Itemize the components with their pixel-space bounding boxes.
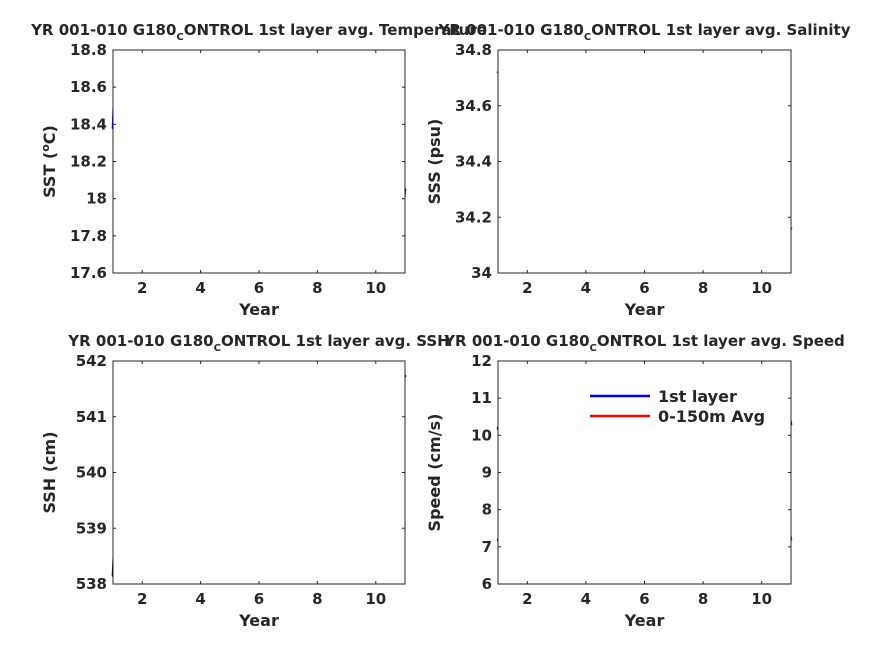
chart-title: YR 001-010 G180CONTROL 1st layer avg. Sa…	[438, 21, 851, 43]
chart-title-main: YR 001-010 G180	[438, 21, 584, 39]
x-tick-label: 2	[522, 279, 532, 297]
x-tick-label: 6	[639, 590, 649, 608]
y-tick-label: 18	[86, 190, 107, 208]
x-tick-label: 4	[195, 590, 205, 608]
x-tick-label: 4	[581, 590, 591, 608]
y-axis-label: SSS (psu)	[425, 119, 444, 205]
x-tick-label: 10	[751, 590, 772, 608]
legend-label: 1st layer	[658, 387, 737, 406]
x-tick-label: 8	[698, 590, 708, 608]
x-tick-label: 6	[639, 279, 649, 297]
y-axis-label-unit: C)	[40, 125, 59, 144]
y-tick-label: 34.6	[455, 97, 492, 115]
chart-title-subscript: C	[176, 32, 183, 43]
chart-title-rest: ONTROL 1st layer avg. Temperature	[184, 21, 487, 39]
axes-frame	[112, 360, 406, 585]
chart-title: YR 001-010 G180CONTROL 1st layer avg. SS…	[67, 332, 449, 354]
y-tick-label: 6	[482, 575, 492, 593]
y-tick-label: 539	[76, 519, 107, 537]
chart-title-main: YR 001-010 G180	[67, 332, 213, 350]
y-tick-label: 18.2	[70, 153, 107, 171]
chart-title-rest: ONTROL 1st layer avg. SSH	[221, 332, 450, 350]
x-tick-label: 4	[195, 279, 205, 297]
y-tick-label: 538	[76, 575, 107, 593]
axes-frame	[497, 49, 792, 274]
x-axis-label: Year	[624, 611, 665, 630]
y-tick-label: 34.2	[455, 208, 492, 226]
chart-panel-4: 2 4 6 8 10 6 7 8 9 10 11 12 Year Speed (cm/s) YR 001-0…	[425, 332, 845, 630]
y-axis-label-text: SST (	[40, 152, 59, 198]
chart-panel-3: 2 4 6 8 10 538 539 540 541 542 Year SSH (cm) YR 001-…	[40, 332, 450, 630]
y-tick-label: 541	[76, 408, 107, 426]
y-tick-label: 540	[76, 464, 107, 482]
y-tick-label: 12	[471, 352, 492, 370]
y-tick-label: 542	[76, 352, 107, 370]
x-tick-label: 2	[137, 590, 147, 608]
y-tick-label: 11	[471, 389, 492, 407]
axes-frame	[497, 360, 792, 585]
x-tick-label: 4	[581, 279, 591, 297]
y-tick-label: 9	[482, 464, 492, 482]
x-tick-label: 8	[312, 590, 322, 608]
y-tick-label: 10	[471, 426, 492, 444]
x-tick-label: 10	[365, 279, 386, 297]
y-tick-label: 8	[482, 501, 492, 519]
y-tick-label: 18.6	[70, 78, 107, 96]
x-tick-label: 6	[254, 590, 264, 608]
y-tick-label: 34.4	[455, 153, 492, 171]
x-tick-label: 8	[312, 279, 322, 297]
axes-frame	[112, 49, 406, 274]
y-tick-label: 7	[482, 538, 492, 556]
y-tick-label: 17.6	[70, 264, 107, 282]
chart-title: YR 001-010 G180CONTROL 1st layer avg. Te…	[30, 21, 487, 43]
y-tick-label: 34.8	[455, 41, 492, 59]
y-tick-label: 18.4	[70, 115, 107, 133]
y-axis-label: SSH (cm)	[40, 431, 59, 513]
chart-panel-2: 2 4 6 8 10 34 34.2 34.4 34.6 34.8 Year SSS (psu) YR …	[425, 21, 851, 319]
y-axis-label-text: SSS (psu)	[425, 119, 444, 205]
x-axis-label: Year	[624, 300, 665, 319]
x-tick-label: 10	[365, 590, 386, 608]
x-axis-label: Year	[238, 611, 279, 630]
x-tick-label: 10	[751, 279, 772, 297]
y-axis-label-text: Speed (cm/s)	[425, 414, 444, 532]
y-tick-label: 17.8	[70, 227, 107, 245]
chart-title: YR 001-010 G180CONTROL 1st layer avg. Sp…	[443, 332, 845, 354]
y-axis-label: SST (oC)	[39, 125, 59, 198]
chart-panel-1: 2 4 6 8 10 17.6 17.8 18 18.2 18.4 18.6 18.8 Year SST …	[30, 21, 487, 319]
x-tick-label: 6	[254, 279, 264, 297]
x-tick-label: 8	[698, 279, 708, 297]
chart-title-subscript: C	[590, 343, 597, 354]
legend-label: 0-150m Avg	[658, 407, 765, 426]
chart-title-subscript: C	[584, 32, 591, 43]
y-axis-label-text: SSH (cm)	[40, 431, 59, 513]
y-tick-label: 18.8	[70, 41, 107, 59]
y-axis-label: Speed (cm/s)	[425, 414, 444, 532]
y-tick-label: 34	[471, 264, 492, 282]
chart-title-rest: ONTROL 1st layer avg. Speed	[597, 332, 845, 350]
x-tick-label: 2	[137, 279, 147, 297]
x-axis-label: Year	[238, 300, 279, 319]
chart-title-subscript: C	[214, 343, 221, 354]
y-axis-label-superscript: o	[39, 144, 52, 152]
chart-title-main: YR 001-010 G180	[443, 332, 589, 350]
chart-title-main: YR 001-010 G180	[30, 21, 176, 39]
chart-title-rest: ONTROL 1st layer avg. Salinity	[591, 21, 851, 39]
x-tick-label: 2	[522, 590, 532, 608]
